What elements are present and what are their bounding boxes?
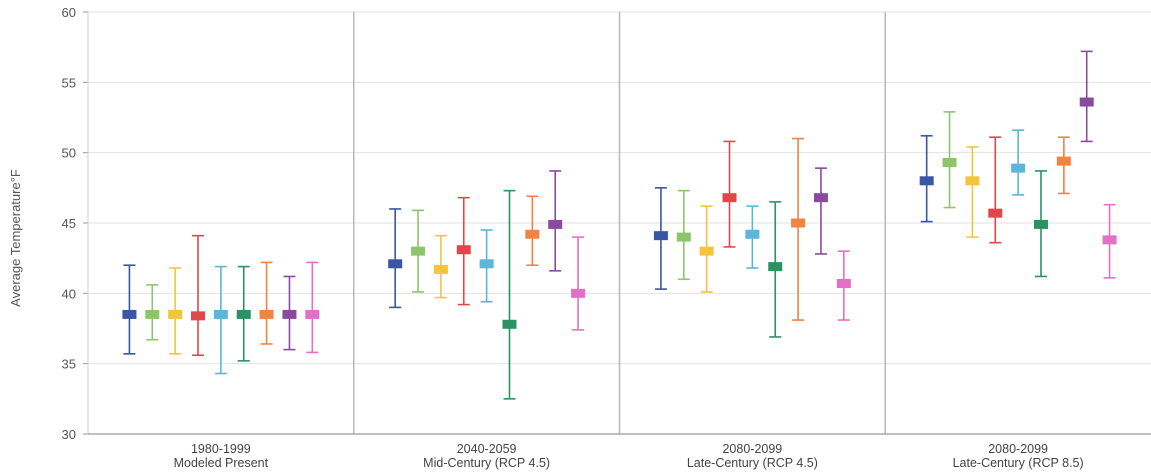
y-axis-title: Average Temperature°F (8, 169, 23, 307)
mean-marker (965, 176, 980, 186)
category-label-period: 2080-2099 (988, 442, 1048, 456)
category-label-period: 2080-2099 (722, 442, 782, 456)
error-bar-point (502, 189, 517, 400)
error-bar-point (168, 267, 183, 355)
error-bar-point (791, 137, 806, 321)
mean-marker (1011, 163, 1026, 173)
category-label-period: 2040-2059 (457, 442, 517, 456)
error-bar-point (1011, 129, 1026, 196)
error-bar-point (456, 196, 471, 306)
mean-marker (988, 208, 1003, 218)
error-bar-point (388, 208, 403, 309)
mean-marker (791, 218, 806, 228)
y-tick-label: 50 (62, 146, 76, 161)
error-bar-point (942, 111, 957, 209)
mean-marker (168, 309, 183, 319)
group-dividers (353, 12, 886, 434)
error-bar-point (745, 205, 760, 269)
mean-marker (813, 193, 828, 203)
mean-marker (676, 232, 691, 242)
error-bar-point (191, 234, 206, 357)
error-bar-point (213, 265, 228, 375)
y-tick-label: 35 (62, 357, 76, 372)
error-bar-point (813, 167, 828, 255)
error-bar-point (433, 234, 448, 299)
mean-marker (1056, 156, 1071, 166)
mean-marker (836, 278, 851, 288)
mean-marker (259, 309, 274, 319)
error-bar-point (988, 136, 1003, 244)
error-bar-point (282, 275, 297, 351)
mean-marker (502, 319, 517, 329)
mean-marker (191, 311, 206, 321)
error-bar-point (305, 261, 320, 354)
error-bar-point (479, 229, 494, 303)
error-bar-point (699, 205, 714, 293)
error-bar-point (145, 284, 160, 341)
mean-marker (653, 231, 668, 241)
error-bar-point (1033, 170, 1048, 278)
y-axis: 30 35 40 45 50 55 60 (62, 5, 89, 442)
y-tick-label: 40 (62, 286, 76, 301)
mean-marker (145, 309, 160, 319)
mean-marker (571, 288, 586, 298)
error-bar-point (768, 201, 783, 338)
mean-marker (699, 246, 714, 256)
mean-marker (919, 176, 934, 186)
mean-marker (456, 245, 471, 255)
error-bar-point (236, 265, 251, 362)
error-bar-point (548, 170, 563, 272)
mean-marker (282, 309, 297, 319)
category-label-scenario: Modeled Present (174, 456, 269, 470)
mean-marker (411, 246, 426, 256)
mean-marker (1033, 219, 1048, 229)
error-bar-point (571, 236, 586, 331)
error-bar-point (836, 250, 851, 321)
y-tick-label: 55 (62, 75, 76, 90)
error-bar-point (653, 187, 668, 290)
mean-marker (525, 229, 540, 239)
error-bar-point (259, 261, 274, 345)
error-bar-point (122, 264, 137, 355)
category-label-period: 1980-1999 (191, 442, 251, 456)
mean-marker (942, 158, 957, 168)
error-bar-point (411, 209, 426, 293)
mean-marker (479, 259, 494, 269)
error-bar-point (1056, 136, 1071, 195)
mean-marker (305, 309, 320, 319)
mean-marker (768, 262, 783, 272)
error-bars (122, 50, 1117, 400)
category-label-scenario: Late-Century (RCP 8.5) (953, 456, 1084, 470)
mean-marker (213, 309, 228, 319)
error-bar-point (1079, 50, 1094, 143)
error-bar-point (525, 195, 540, 267)
y-tick-label: 60 (62, 5, 76, 20)
y-tick-label: 30 (62, 427, 76, 442)
error-bar-point (676, 189, 691, 281)
error-bar-point (722, 140, 737, 248)
mean-marker (1102, 235, 1117, 245)
mean-marker (433, 264, 448, 274)
mean-marker (122, 309, 137, 319)
y-tick-label: 45 (62, 216, 76, 231)
category-label-scenario: Late-Century (RCP 4.5) (687, 456, 818, 470)
error-bar-point (965, 146, 980, 238)
mean-marker (548, 219, 563, 229)
error-bar-point (1102, 203, 1117, 279)
error-bar-point (919, 134, 934, 223)
category-label-scenario: Mid-Century (RCP 4.5) (423, 456, 550, 470)
mean-marker (388, 259, 403, 269)
mean-marker (745, 229, 760, 239)
mean-marker (236, 309, 251, 319)
mean-marker (1079, 97, 1094, 107)
mean-marker (722, 193, 737, 203)
